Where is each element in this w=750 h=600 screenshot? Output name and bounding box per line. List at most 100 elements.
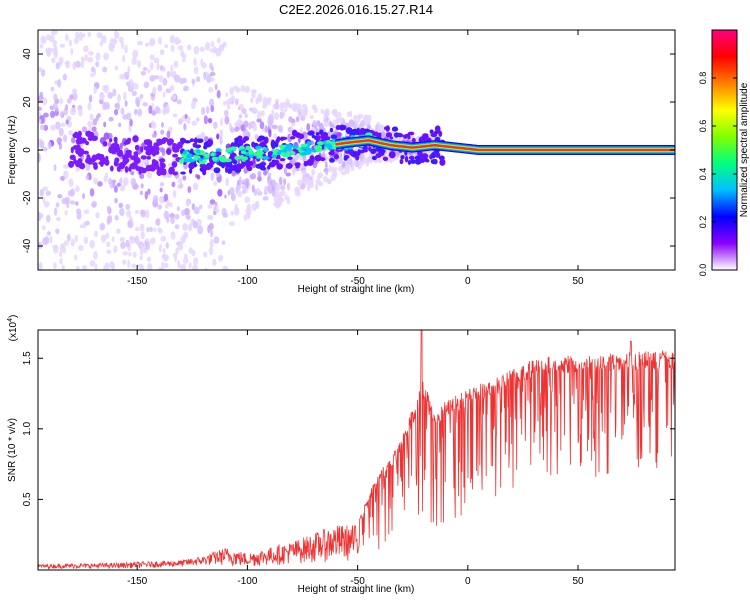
spectrogram-speck [123, 71, 130, 80]
spectrogram-speck [148, 105, 153, 115]
spectrogram-core-speck [311, 134, 316, 139]
spectrogram-speck [114, 214, 119, 221]
spectrogram-speck [164, 203, 169, 209]
spectrogram-speck [358, 123, 362, 129]
spectrogram-speck [83, 209, 90, 214]
spectrogram-speck [159, 182, 165, 187]
spectrogram-speck [69, 200, 76, 205]
spectrogram-speck [157, 84, 163, 92]
spectrogram-speck [97, 181, 103, 187]
spectrogram-speck [132, 251, 137, 258]
spectrogram-core-speck [124, 165, 129, 173]
spectrogram-speck [193, 57, 197, 66]
spectrogram-speck [257, 170, 262, 178]
spectrogram-core-speck [77, 161, 83, 168]
spectrogram-speck [96, 32, 103, 39]
spectrogram-core-speck [343, 156, 348, 161]
spectrogram-speck [119, 237, 126, 243]
spectrogram-speck [139, 209, 146, 216]
spectrogram-speck [64, 196, 71, 204]
spectrogram-core-speck [388, 151, 396, 159]
spectrogram-core-speck [128, 166, 132, 172]
spectrogram-speck [52, 102, 58, 110]
spectrogram-high-speck [203, 153, 210, 159]
spectrogram-speck [111, 264, 116, 270]
colorbar: 0.0 0.2 0.4 0.6 0.8 Normalized spectral ampl… [698, 29, 750, 276]
spectrogram-speck [59, 257, 63, 265]
spectrogram-speck [55, 121, 61, 130]
spectrogram-speck [101, 35, 107, 44]
spectrogram-speck [222, 265, 229, 270]
spectrogram-speck [214, 83, 218, 91]
spectrogram-speck [39, 124, 45, 131]
spectrogram-speck [311, 104, 317, 111]
spectrogram-speck [84, 53, 88, 62]
spectrogram-speck [230, 192, 235, 200]
spectrogram-speck [278, 176, 283, 186]
spectrogram-speck [193, 45, 200, 55]
spectrogram-core-speck [90, 135, 98, 142]
spectrogram-speck [38, 111, 41, 117]
spectrogram-speck [45, 190, 52, 196]
spectrogram-speck [197, 225, 204, 235]
spectrogram-core-speck [117, 151, 123, 157]
spectrogram-speck [146, 171, 153, 179]
spectrogram-speck [155, 218, 161, 226]
spectrogram-speck [146, 262, 153, 270]
spectrogram-core-speck [184, 140, 191, 144]
spectrogram-speck [238, 120, 244, 126]
spectrogram-core-speck [411, 137, 416, 143]
spectrogram-speck [296, 103, 302, 112]
spectrogram-speck [238, 113, 243, 119]
spectrogram-speck [186, 213, 191, 221]
spectrogram-high-speck [327, 145, 333, 150]
spectrogram-core-speck [329, 127, 334, 133]
spectrogram-speck [140, 183, 144, 189]
spectrogram-speck [163, 262, 169, 269]
spectrogram-speck [193, 270, 196, 278]
spectrogram-core-speck [279, 136, 285, 142]
spectrogram-speck [224, 115, 230, 125]
spectrogram-high-speck [292, 144, 298, 150]
spectrogram-core-speck [339, 124, 345, 131]
spectrogram-speck [52, 244, 58, 249]
spectrogram-speck [379, 126, 383, 133]
snr-panel: -150 -100 -50 0 50 0.5 1.0 1.5 Height of strai… [7, 315, 676, 595]
snr-y-scale-exponent: 4 [7, 318, 14, 322]
spectrogram-core-speck [400, 154, 405, 160]
spectrogram-speck [59, 97, 63, 105]
spectrogram-speck [268, 120, 272, 130]
spectrogram-speck [162, 248, 166, 254]
spectrogram-speck [251, 107, 257, 113]
spectrogram-speck [89, 259, 96, 267]
spectrogram-speck [140, 71, 147, 76]
spectrogram-speck [91, 126, 97, 132]
spectrogram-speck [142, 66, 148, 72]
spectrogram-speck [85, 162, 91, 171]
spectrogram-core-speck [391, 126, 399, 132]
spectrogram-speck [336, 118, 340, 127]
spectrogram-speck [144, 191, 148, 200]
spectrogram-speck [380, 131, 386, 138]
spectrogram-core-speck [315, 132, 320, 136]
spectrogram-speck [225, 177, 229, 187]
spectrogram-speck [349, 110, 353, 118]
spectrogram-speck [87, 50, 94, 56]
spectrogram-speck [314, 183, 319, 191]
spectrogram-speck [217, 37, 221, 44]
x-tick-label: 0 [465, 276, 471, 287]
spectrogram-core-speck [298, 133, 305, 140]
spectrogram-core-speck [109, 138, 113, 143]
spectrogram-speck [230, 210, 234, 216]
spectrogram-core-speck [371, 155, 378, 161]
spectrogram-core-speck [307, 131, 315, 136]
spectrogram-speck [82, 265, 88, 270]
spectrogram-speck [208, 222, 214, 230]
spectrogram-core-speck [330, 134, 338, 140]
spectrogram-core-speck [424, 158, 430, 163]
spectrogram-speck [280, 184, 286, 191]
spectrogram-high-speck [210, 152, 215, 157]
spectrogram-speck [87, 32, 92, 38]
spectrogram-speck [213, 121, 218, 130]
spectrogram-speck [106, 205, 111, 213]
